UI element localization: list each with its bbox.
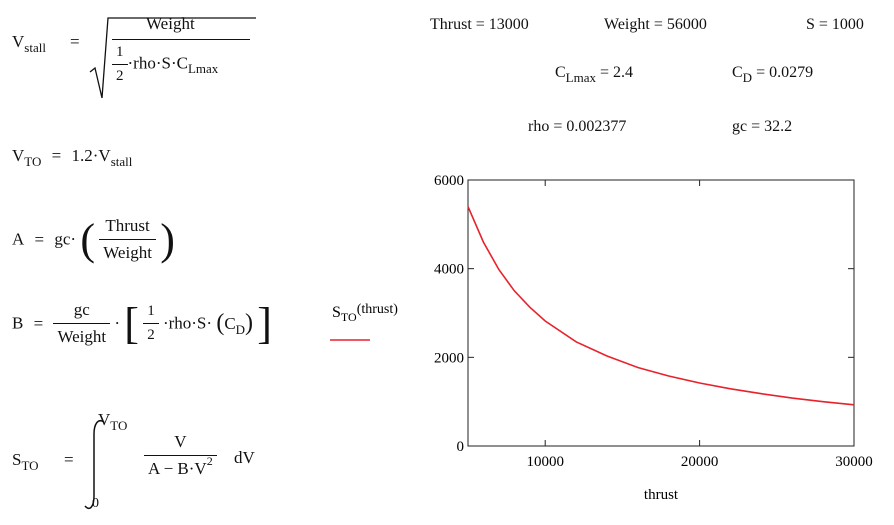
x-tick-label: 20000 (681, 454, 719, 470)
right-bracket: ] (257, 299, 272, 348)
vto-equation[interactable]: VTO = 1.2·Vstall (12, 146, 133, 169)
vstall-equals: = (70, 32, 80, 51)
sto-series-line (467, 206, 855, 406)
legend: STO(thrust) (330, 302, 398, 341)
rho-param[interactable]: rho = 0.002377 (528, 118, 627, 135)
a-equation[interactable]: A = gc· ( Thrust Weight ) (12, 215, 175, 264)
x-axis-label: thrust (644, 487, 679, 503)
left-bracket: [ (124, 299, 139, 348)
cd-param[interactable]: CD = 0.0279 (732, 64, 814, 85)
y-tick-label: 2000 (434, 350, 464, 366)
integral-upper: VTO (98, 410, 128, 433)
sto-fraction: V A − B·V2 (144, 432, 217, 479)
legend-label: STO(thrust) (332, 302, 398, 324)
sto-thrust-chart[interactable]: 0 2000 4000 6000 10000 20000 30000 thrust STO… (320, 165, 890, 520)
sto-lhs: STO (12, 450, 39, 473)
vstall-fraction-bar (112, 39, 250, 40)
y-tick-label: 0 (457, 439, 465, 455)
left-paren: ( (80, 215, 95, 264)
integral-sign (84, 420, 105, 510)
integral-lower: 0 (92, 496, 99, 511)
vstall-lhs: Vstall (12, 32, 46, 55)
b-fraction: gc Weight (53, 300, 111, 347)
y-tick-label: 6000 (434, 173, 464, 189)
x-tick-label: 30000 (835, 454, 873, 470)
thrust-param[interactable]: Thrust = 13000 (430, 16, 529, 33)
a-fraction: Thrust Weight (99, 216, 156, 263)
sto-equals: = (64, 450, 74, 469)
sqrt-sign (89, 17, 256, 99)
differential: dV (234, 448, 255, 467)
gc-param[interactable]: gc = 32.2 (732, 118, 793, 135)
sto-equation[interactable]: STO = VTO 0 V A − B·V2 dV (12, 410, 272, 520)
y-tick-label: 4000 (434, 262, 464, 278)
vstall-numerator: Weight (146, 14, 195, 33)
weight-param[interactable]: Weight = 56000 (604, 16, 707, 33)
s-param[interactable]: S = 1000 (806, 16, 864, 33)
x-tick-label: 10000 (526, 454, 564, 470)
clmax-param[interactable]: CLmax = 2.4 (555, 64, 634, 85)
plot-frame (467, 179, 855, 447)
right-paren: ) (160, 215, 175, 264)
